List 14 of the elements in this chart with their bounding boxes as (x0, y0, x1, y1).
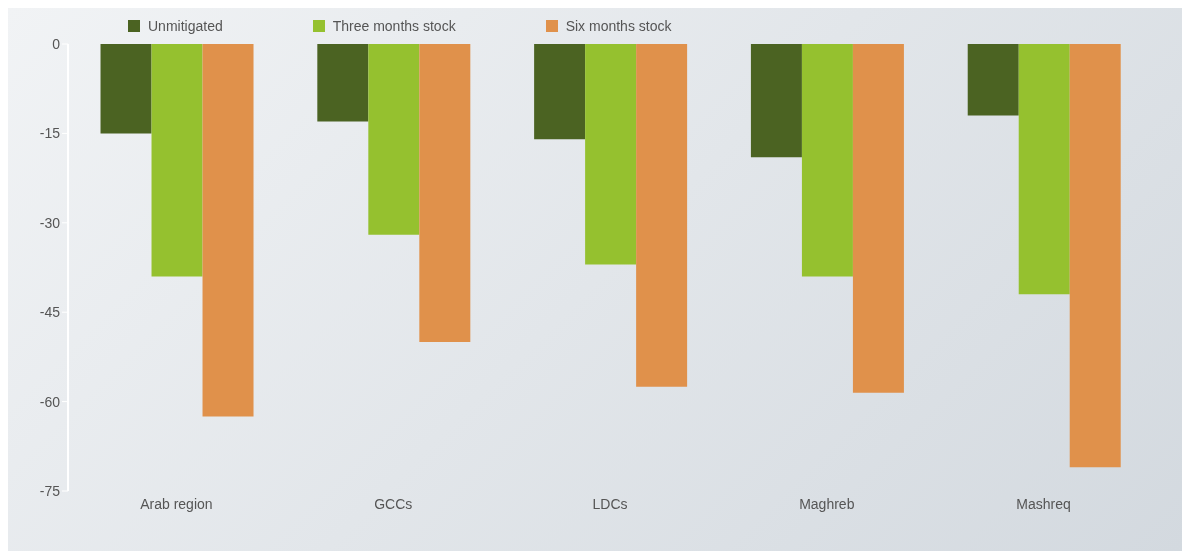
x-tick-label: GCCs (374, 495, 413, 512)
y-tick-label: 0 (52, 35, 61, 52)
x-tick-label: LDCs (592, 495, 628, 512)
y-tick-label: -30 (39, 214, 61, 231)
y-tick-label: -45 (39, 304, 61, 321)
y-tick-label: -15 (39, 125, 61, 142)
y-tick-label: -75 (39, 482, 61, 499)
x-tick-label: Arab region (140, 495, 213, 512)
legend-label: Six months stock (565, 18, 672, 34)
legend-label: Three months stock (332, 18, 456, 34)
x-tick-label: Maghreb (799, 495, 855, 512)
x-tick-label: Mashreq (1016, 495, 1071, 512)
legend-label: Unmitigated (148, 18, 223, 34)
y-tick-label: -60 (39, 393, 61, 410)
